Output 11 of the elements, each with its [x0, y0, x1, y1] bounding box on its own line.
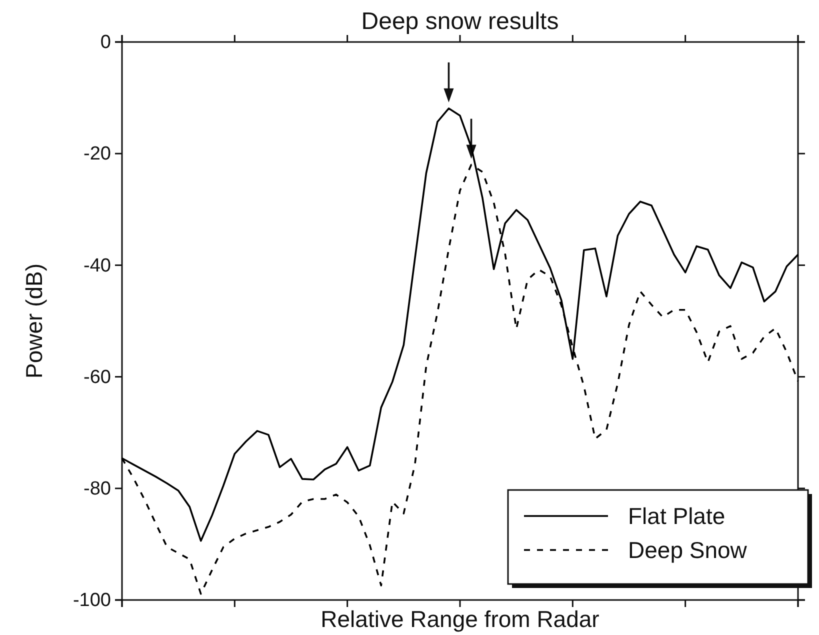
- legend-label: Flat Plate: [628, 503, 726, 529]
- y-tick-label: -20: [84, 144, 111, 165]
- y-tick-label: -60: [84, 366, 111, 388]
- y-tick-label: -40: [84, 255, 111, 276]
- chart-title: Deep snow results: [361, 8, 559, 35]
- y-tick-label: 0: [100, 32, 111, 54]
- x-axis-title: Relative Range from Radar: [320, 606, 600, 632]
- y-axis-title: Power (dB): [21, 263, 47, 379]
- y-tick-label: -100: [72, 590, 111, 612]
- y-tick-label: -80: [84, 478, 111, 500]
- legend-label: Deep Snow: [628, 537, 748, 563]
